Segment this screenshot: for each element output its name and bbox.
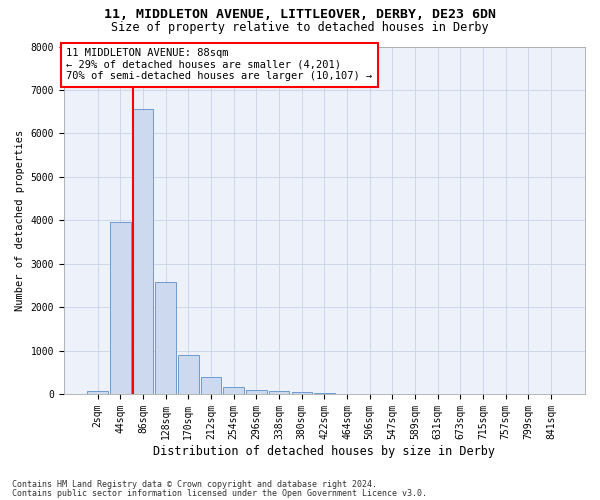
Bar <box>314 393 335 394</box>
Text: 11, MIDDLETON AVENUE, LITTLEOVER, DERBY, DE23 6DN: 11, MIDDLETON AVENUE, LITTLEOVER, DERBY,… <box>104 8 496 20</box>
Bar <box>88 392 108 394</box>
Bar <box>133 110 153 394</box>
Bar <box>155 282 176 394</box>
Bar <box>246 390 266 394</box>
Bar <box>178 355 199 394</box>
Bar <box>223 388 244 394</box>
X-axis label: Distribution of detached houses by size in Derby: Distribution of detached houses by size … <box>154 444 496 458</box>
Text: Contains HM Land Registry data © Crown copyright and database right 2024.: Contains HM Land Registry data © Crown c… <box>12 480 377 489</box>
Text: Contains public sector information licensed under the Open Government Licence v3: Contains public sector information licen… <box>12 489 427 498</box>
Bar <box>201 376 221 394</box>
Y-axis label: Number of detached properties: Number of detached properties <box>15 130 25 311</box>
Bar <box>292 392 312 394</box>
Bar <box>269 390 289 394</box>
Text: Size of property relative to detached houses in Derby: Size of property relative to detached ho… <box>111 21 489 34</box>
Bar <box>110 222 131 394</box>
Text: 11 MIDDLETON AVENUE: 88sqm
← 29% of detached houses are smaller (4,201)
70% of s: 11 MIDDLETON AVENUE: 88sqm ← 29% of deta… <box>67 48 373 82</box>
